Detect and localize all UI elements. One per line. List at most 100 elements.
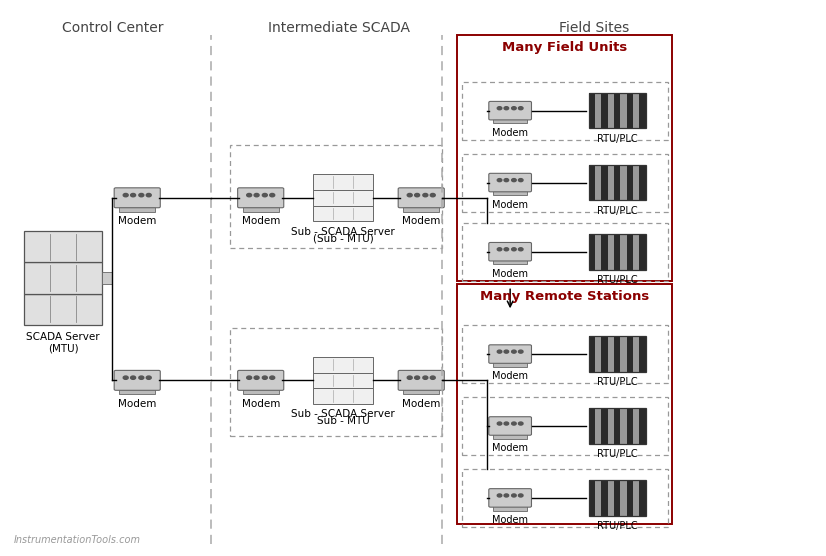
Circle shape bbox=[415, 376, 420, 379]
Bar bbox=[633, 234, 639, 270]
FancyBboxPatch shape bbox=[114, 188, 160, 208]
Bar bbox=[589, 336, 595, 372]
Bar bbox=[589, 408, 595, 444]
Circle shape bbox=[247, 193, 252, 197]
Bar bbox=[627, 336, 633, 372]
Text: Sub - SCADA Server: Sub - SCADA Server bbox=[291, 227, 395, 237]
Circle shape bbox=[504, 494, 509, 497]
FancyBboxPatch shape bbox=[238, 370, 284, 390]
Circle shape bbox=[504, 422, 509, 425]
Bar bbox=[463, 325, 668, 383]
Bar bbox=[627, 408, 633, 444]
Bar bbox=[608, 165, 614, 200]
Circle shape bbox=[504, 248, 509, 251]
Circle shape bbox=[123, 376, 128, 379]
FancyBboxPatch shape bbox=[238, 188, 284, 208]
Circle shape bbox=[430, 376, 435, 379]
Bar bbox=[601, 165, 608, 200]
Bar bbox=[601, 93, 608, 128]
Bar bbox=[608, 408, 614, 444]
Bar bbox=[639, 93, 646, 128]
Bar bbox=[493, 260, 527, 265]
Text: Many Remote Stations: Many Remote Stations bbox=[480, 290, 649, 303]
Circle shape bbox=[519, 107, 523, 110]
Circle shape bbox=[407, 193, 412, 197]
Circle shape bbox=[497, 422, 502, 425]
FancyBboxPatch shape bbox=[398, 188, 444, 208]
FancyBboxPatch shape bbox=[398, 370, 444, 390]
Circle shape bbox=[254, 376, 259, 379]
Bar bbox=[119, 207, 155, 212]
Bar bbox=[313, 373, 373, 388]
Circle shape bbox=[497, 107, 502, 110]
Bar bbox=[595, 336, 601, 372]
Bar bbox=[601, 234, 608, 270]
Circle shape bbox=[504, 178, 509, 182]
Bar bbox=[463, 469, 668, 527]
Bar bbox=[608, 93, 614, 128]
FancyBboxPatch shape bbox=[489, 101, 531, 120]
Bar bbox=[102, 272, 112, 284]
Bar bbox=[457, 34, 672, 281]
FancyBboxPatch shape bbox=[114, 370, 160, 390]
Circle shape bbox=[511, 178, 516, 182]
Text: Modem: Modem bbox=[492, 371, 528, 381]
Text: Modem: Modem bbox=[241, 216, 280, 226]
Bar bbox=[620, 93, 627, 128]
Circle shape bbox=[511, 350, 516, 353]
Text: RTU/PLC: RTU/PLC bbox=[597, 134, 638, 144]
Text: InstrumentationTools.com: InstrumentationTools.com bbox=[14, 535, 140, 545]
Circle shape bbox=[131, 193, 135, 197]
Bar bbox=[595, 408, 601, 444]
Bar bbox=[457, 284, 672, 524]
Bar bbox=[463, 222, 668, 281]
Bar bbox=[589, 336, 646, 372]
Bar bbox=[463, 397, 668, 455]
Text: Modem: Modem bbox=[492, 515, 528, 525]
Circle shape bbox=[247, 376, 252, 379]
Bar bbox=[243, 207, 279, 212]
Text: (Sub - MTU): (Sub - MTU) bbox=[313, 234, 373, 244]
Bar bbox=[620, 165, 627, 200]
Text: Modem: Modem bbox=[402, 399, 440, 409]
Bar bbox=[493, 506, 527, 510]
Circle shape bbox=[270, 193, 275, 197]
Bar bbox=[24, 262, 102, 294]
Bar bbox=[601, 480, 608, 516]
Circle shape bbox=[139, 376, 144, 379]
Text: RTU/PLC: RTU/PLC bbox=[597, 206, 638, 216]
Circle shape bbox=[263, 376, 268, 379]
Bar bbox=[493, 191, 527, 195]
Text: RTU/PLC: RTU/PLC bbox=[597, 275, 638, 285]
Bar bbox=[403, 389, 439, 394]
Bar bbox=[595, 480, 601, 516]
Circle shape bbox=[511, 494, 516, 497]
Bar bbox=[230, 145, 442, 247]
Circle shape bbox=[254, 193, 259, 197]
Bar bbox=[24, 231, 102, 262]
Bar bbox=[627, 234, 633, 270]
Text: Sub - SCADA Server: Sub - SCADA Server bbox=[291, 409, 395, 419]
Bar bbox=[633, 165, 639, 200]
Bar bbox=[614, 336, 620, 372]
Circle shape bbox=[519, 178, 523, 182]
Bar bbox=[589, 165, 646, 200]
FancyBboxPatch shape bbox=[489, 489, 531, 507]
Bar bbox=[119, 389, 155, 394]
Bar bbox=[620, 234, 627, 270]
Bar bbox=[639, 336, 646, 372]
Circle shape bbox=[146, 193, 151, 197]
Bar bbox=[608, 234, 614, 270]
Text: Modem: Modem bbox=[402, 216, 440, 226]
Bar bbox=[614, 408, 620, 444]
Bar bbox=[627, 93, 633, 128]
Bar bbox=[313, 388, 373, 404]
Text: SCADA Server
(MTU): SCADA Server (MTU) bbox=[26, 332, 100, 353]
Circle shape bbox=[519, 494, 523, 497]
Circle shape bbox=[415, 193, 420, 197]
FancyBboxPatch shape bbox=[489, 345, 531, 363]
Text: Intermediate SCADA: Intermediate SCADA bbox=[268, 21, 410, 35]
Bar bbox=[633, 336, 639, 372]
Bar bbox=[633, 408, 639, 444]
Bar bbox=[601, 408, 608, 444]
